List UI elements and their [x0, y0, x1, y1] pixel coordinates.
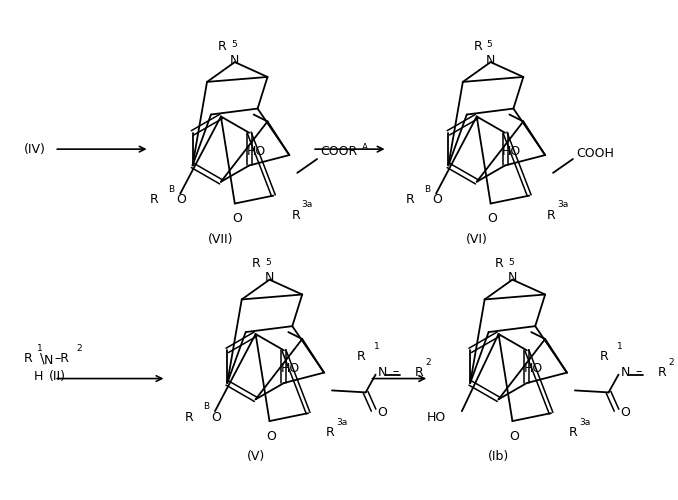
Text: O: O	[378, 406, 387, 418]
Text: R: R	[24, 352, 33, 366]
Text: (VII): (VII)	[208, 232, 234, 245]
Text: –: –	[635, 365, 641, 378]
Text: (V): (V)	[247, 450, 264, 463]
Text: R: R	[658, 366, 667, 379]
Text: (VI): (VI)	[466, 232, 487, 245]
Text: H: H	[34, 370, 43, 383]
Text: N: N	[508, 271, 517, 284]
Text: 5: 5	[508, 258, 514, 267]
Text: O: O	[176, 193, 186, 206]
Text: 5: 5	[231, 40, 237, 50]
Text: COOH: COOH	[576, 146, 614, 160]
Text: R: R	[150, 193, 159, 206]
Text: 1: 1	[37, 344, 42, 353]
Text: B: B	[424, 184, 431, 194]
Text: N: N	[378, 366, 387, 379]
Text: R: R	[326, 426, 335, 440]
Text: N: N	[43, 354, 53, 368]
Text: 3a: 3a	[579, 418, 590, 427]
Text: R: R	[218, 40, 226, 53]
Text: B: B	[168, 184, 174, 194]
Text: 2: 2	[425, 358, 431, 366]
Text: \: \	[40, 352, 45, 366]
Text: R: R	[184, 410, 193, 424]
Text: (IV): (IV)	[24, 142, 45, 156]
Text: R: R	[569, 426, 578, 440]
Text: O: O	[232, 212, 242, 226]
Text: R: R	[600, 350, 609, 364]
Text: 5: 5	[487, 40, 492, 50]
Text: R: R	[547, 209, 556, 222]
Text: HO: HO	[524, 362, 543, 375]
Text: 1: 1	[374, 342, 380, 351]
Text: (Ib): (Ib)	[488, 450, 509, 463]
Text: R: R	[473, 40, 482, 53]
Text: 5: 5	[266, 258, 271, 267]
Text: R: R	[415, 366, 424, 379]
Text: N: N	[620, 366, 630, 379]
Text: R: R	[292, 209, 300, 222]
Text: N: N	[230, 54, 239, 66]
Text: O: O	[509, 430, 519, 443]
Text: COOR: COOR	[320, 144, 357, 158]
Text: 1: 1	[616, 342, 622, 351]
Text: R: R	[252, 258, 261, 270]
Text: N: N	[486, 54, 496, 66]
Text: O: O	[211, 410, 221, 424]
Text: A: A	[361, 143, 368, 152]
Text: R: R	[495, 258, 504, 270]
Text: 3a: 3a	[301, 200, 313, 209]
Text: O: O	[266, 430, 277, 443]
Text: –R: –R	[55, 352, 70, 366]
Text: (II): (II)	[49, 370, 66, 383]
Text: HO: HO	[246, 144, 266, 158]
Text: O: O	[620, 406, 631, 418]
Text: O: O	[432, 193, 442, 206]
Text: 2: 2	[668, 358, 674, 366]
Text: –: –	[393, 365, 399, 378]
Text: 3a: 3a	[557, 200, 568, 209]
Text: R: R	[405, 193, 414, 206]
Text: 3a: 3a	[336, 418, 347, 427]
Text: R: R	[357, 350, 365, 364]
Text: HO: HO	[426, 410, 446, 424]
Text: B: B	[203, 402, 210, 411]
Text: HO: HO	[502, 144, 521, 158]
Text: N: N	[265, 271, 274, 284]
Text: O: O	[487, 212, 498, 226]
Text: 2: 2	[76, 344, 82, 353]
Text: HO: HO	[281, 362, 300, 375]
